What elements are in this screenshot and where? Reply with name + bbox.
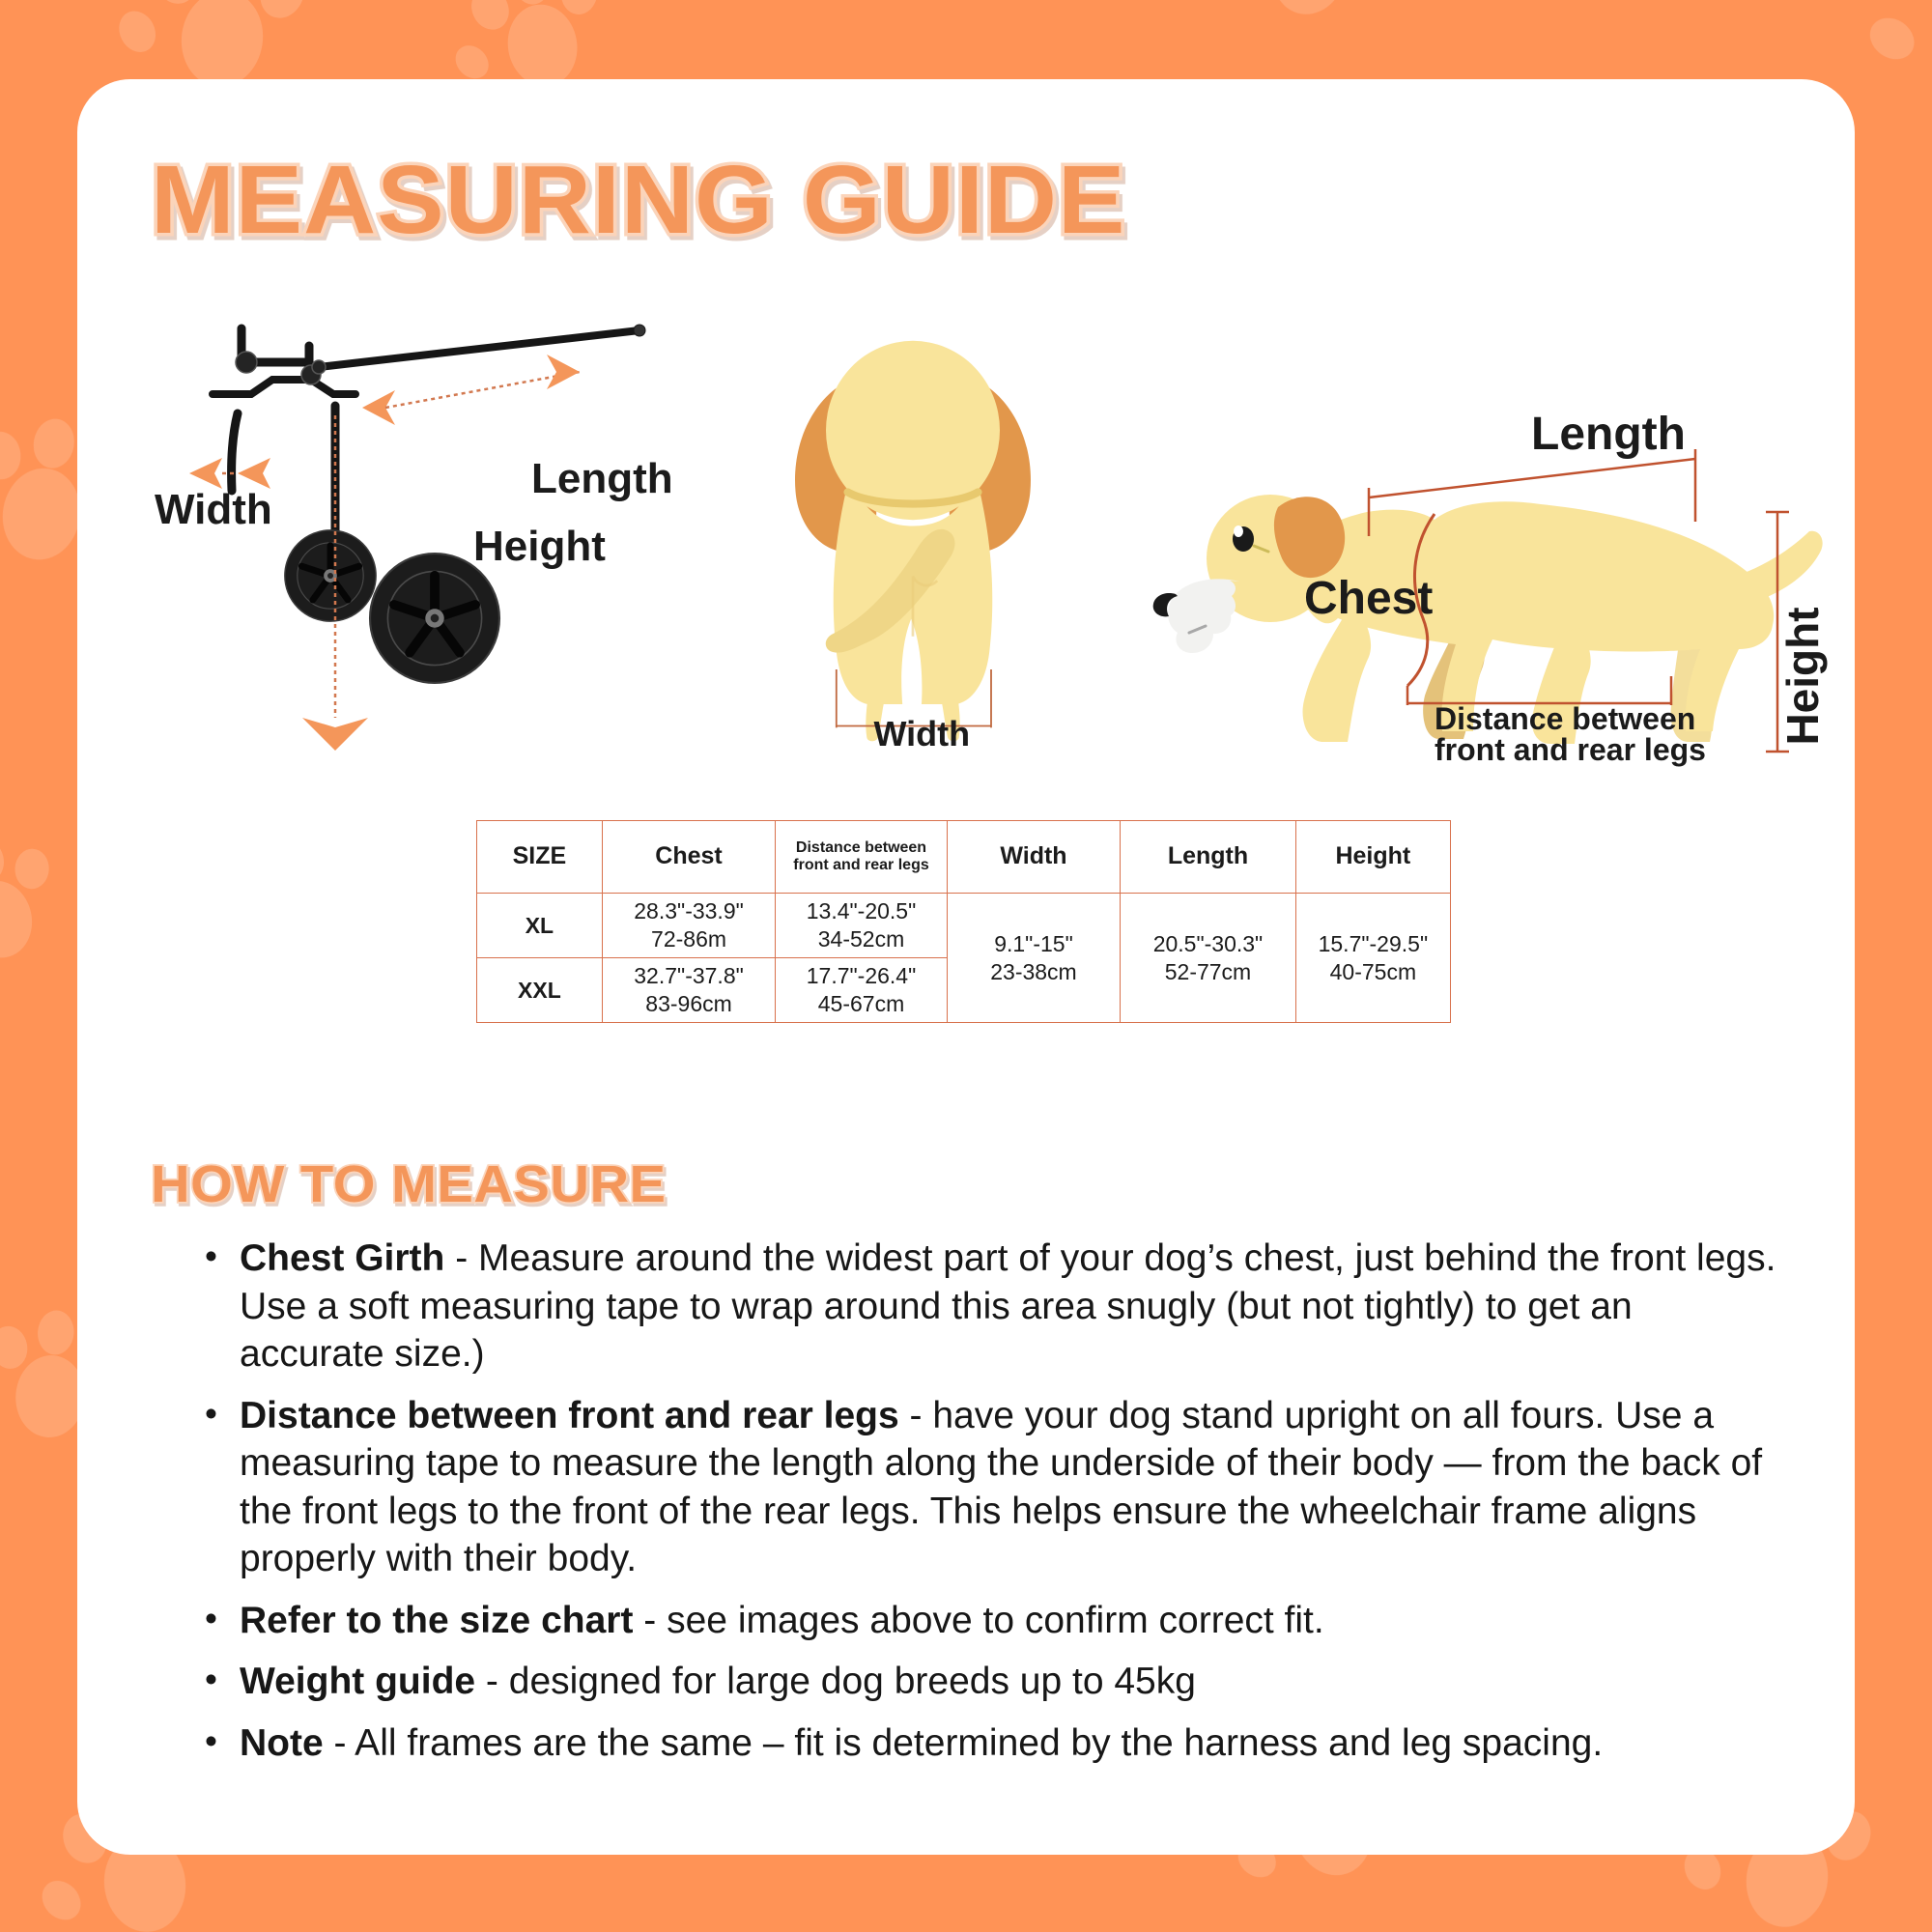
svg-text:front and rear legs: front and rear legs: [1435, 732, 1706, 767]
svg-text:Height: Height: [473, 523, 606, 570]
svg-text:Length: Length: [531, 455, 673, 502]
svg-text:Distance between: Distance between: [1435, 701, 1695, 736]
svg-text:Chest: Chest: [1304, 573, 1433, 624]
svg-text:Length: Length: [1531, 409, 1686, 460]
svg-text:Width: Width: [874, 714, 971, 753]
svg-text:Height: Height: [1777, 607, 1828, 745]
svg-text:Width: Width: [155, 486, 272, 533]
